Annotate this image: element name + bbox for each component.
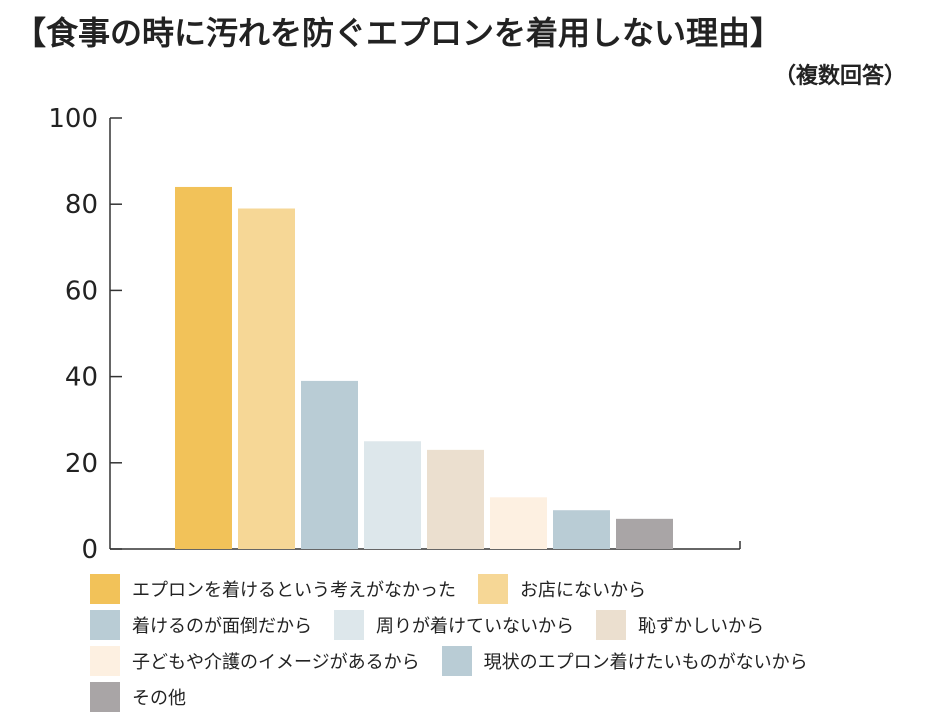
bar xyxy=(553,510,610,549)
legend-row: その他 xyxy=(90,679,930,715)
bar xyxy=(427,449,484,549)
legend-label: 着けるのが面倒だから xyxy=(132,616,312,637)
legend-item: お店にないから xyxy=(478,574,646,604)
legend-swatch xyxy=(441,646,472,676)
bar xyxy=(175,186,232,549)
legend-swatch xyxy=(90,574,120,604)
bar xyxy=(364,441,421,549)
legend-swatch xyxy=(596,610,626,640)
legend-row: エプロンを着けるという考えがなかった お店にないから xyxy=(90,571,930,607)
legend-swatch xyxy=(334,610,364,640)
y-tick-label: 60 xyxy=(65,276,98,306)
legend-label: 子どもや介護のイメージがあるから xyxy=(132,652,420,673)
chart-legend: エプロンを着けるという考えがなかった お店にないから着けるのが面倒だから 周りが着け… xyxy=(90,571,930,715)
legend-label: お店にないから xyxy=(520,580,646,601)
legend-label: 周りが着けていないから xyxy=(376,616,574,637)
legend-swatch xyxy=(90,682,120,712)
bar xyxy=(301,380,358,549)
legend-item: 子どもや介護のイメージがあるから xyxy=(90,646,420,676)
legend-item: その他 xyxy=(90,682,186,712)
legend-item: 現状のエプロン着けたいものがないから xyxy=(441,646,808,676)
legend-swatch xyxy=(478,574,508,604)
legend-swatch xyxy=(90,610,120,640)
chart-title: 【食事の時に汚れを防ぐエプロンを着用しない理由】 xyxy=(14,14,783,52)
legend-row: 子どもや介護のイメージがあるから 現状のエプロン着けたいものがないから xyxy=(90,643,930,679)
legend-label: 現状のエプロン着けたいものがないから xyxy=(483,652,808,673)
bar xyxy=(238,208,295,549)
y-tick-label: 100 xyxy=(48,104,98,134)
legend-item: エプロンを着けるという考えがなかった xyxy=(90,574,456,604)
y-tick-label: 0 xyxy=(81,535,98,565)
bar xyxy=(490,497,547,549)
legend-item: 恥ずかしいから xyxy=(596,610,764,640)
legend-item: 周りが着けていないから xyxy=(334,610,574,640)
chart-subtitle: （複数回答） xyxy=(773,64,906,89)
legend-item: 着けるのが面倒だから xyxy=(90,610,312,640)
bar xyxy=(616,518,673,549)
y-tick-label: 80 xyxy=(65,190,98,220)
y-tick-label: 40 xyxy=(65,363,98,393)
legend-label: その他 xyxy=(132,688,186,709)
legend-label: エプロンを着けるという考えがなかった xyxy=(132,580,456,601)
y-tick-label: 20 xyxy=(65,449,98,479)
legend-label: 恥ずかしいから xyxy=(638,616,764,637)
legend-swatch xyxy=(90,646,120,676)
legend-row: 着けるのが面倒だから 周りが着けていないから 恥ずかしいから xyxy=(90,607,930,643)
